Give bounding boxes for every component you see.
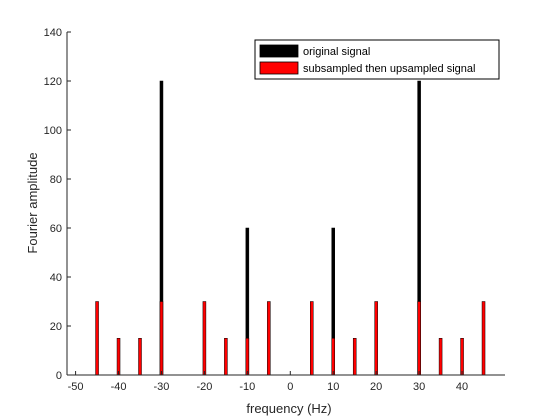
bar-subsampled-40 [460,338,464,376]
x-tick-label: -50 [68,381,84,393]
bar-subsampled--20 [202,301,207,376]
x-tick-label: 0 [287,381,293,393]
bar-subsampled--45 [95,301,99,376]
bar-subsampled--10 [245,338,250,376]
legend-label-original: original signal [303,46,370,58]
bar-subsampled--30 [159,301,164,376]
y-axis-label: Fourier amplitude [25,152,40,253]
bar-subsampled-15 [352,338,357,376]
y-tick-label: 120 [44,76,62,88]
bar-subsampled-20 [374,301,378,376]
y-tick-label: 60 [50,223,62,235]
bar-subsampled-35 [438,338,443,376]
legend-swatch-original [259,44,299,58]
x-tick-label: 10 [327,381,339,393]
bar-subsampled--15 [224,338,228,376]
x-axis-label: frequency (Hz) [246,401,331,416]
y-tick-label: 80 [50,174,62,186]
legend-label-subsampled: subsampled then upsampled signal [303,63,475,75]
y-tick-label: 20 [50,321,62,333]
y-tick-label: 100 [44,125,62,137]
bar-subsampled-10 [331,338,335,376]
bar-subsampled--5 [267,301,271,376]
bar-subsampled-45 [481,301,486,376]
x-tick-label: 40 [456,381,468,393]
x-tick-label: -40 [111,381,127,393]
x-tick-label: -30 [154,381,170,393]
legend: original signal subsampled then upsample… [254,39,500,80]
y-tick-label: 40 [50,272,62,284]
axes-layer: -50 -40 -30 -20 -10 0 10 20 30 40 0 20 40 60 80 100 120 1… [44,27,505,393]
bar-subsampled--40 [116,338,121,376]
y-tick-label: 140 [44,27,62,39]
bar-subsampled-30 [417,301,421,376]
legend-swatch-subsampled [259,61,299,75]
bar-subsampled--35 [138,338,142,376]
x-tick-label: -10 [239,381,255,393]
x-tick-label: -20 [196,381,212,393]
x-tick-label: 30 [413,381,425,393]
x-tick-label: 20 [370,381,382,393]
y-tick-label: 0 [56,370,62,382]
bar-subsampled-5 [310,301,314,376]
